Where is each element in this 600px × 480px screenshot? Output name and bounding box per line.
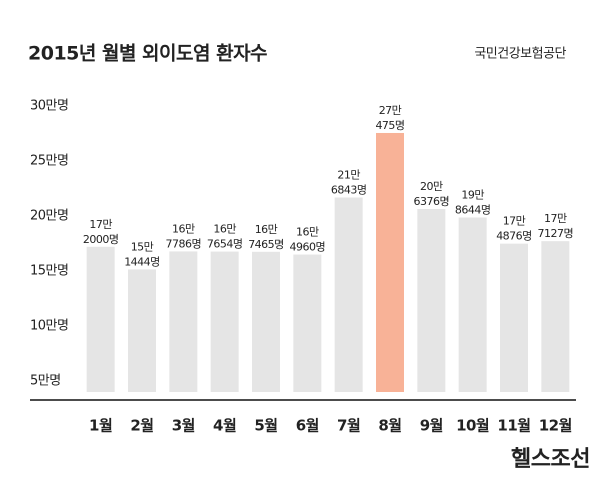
value-label: 16만 — [172, 222, 195, 235]
value-label: 16만 — [296, 226, 319, 239]
value-label: 27만 — [379, 104, 402, 117]
bar — [458, 217, 487, 392]
value-label: 7786명 — [166, 237, 202, 250]
value-label: 15만 — [131, 240, 154, 253]
value-label: 6376명 — [414, 195, 450, 208]
bar — [541, 241, 570, 392]
y-tick-label: 5만명 — [30, 374, 61, 389]
x-tick-label: 4월 — [213, 417, 236, 435]
value-label: 16만 — [255, 223, 278, 236]
value-label: 17만 — [503, 215, 526, 228]
x-tick-label: 2월 — [130, 417, 153, 435]
bar — [252, 251, 280, 392]
x-tick-label: 6월 — [296, 417, 319, 435]
x-tick-label: 7월 — [337, 417, 360, 435]
footer-logo: 헬스조선 — [511, 447, 590, 472]
value-label: 4876명 — [496, 230, 532, 243]
bar — [293, 254, 322, 392]
y-tick-label: 10만명 — [30, 319, 68, 334]
value-label: 8644명 — [455, 203, 491, 216]
value-label: 20만 — [420, 180, 443, 193]
value-label: 475명 — [375, 119, 404, 132]
value-label: 17만 — [544, 212, 567, 225]
value-label: 7127명 — [538, 227, 574, 240]
x-tick-label: 12월 — [539, 417, 572, 435]
value-label: 21만 — [337, 168, 360, 181]
value-label: 2000명 — [83, 233, 119, 246]
x-tick-label: 8월 — [378, 417, 401, 435]
bar — [376, 132, 404, 393]
value-label: 7654명 — [207, 238, 243, 251]
value-label: 4960명 — [290, 241, 326, 254]
source: 국민건강보험공단 — [474, 47, 566, 62]
value-label: 1444명 — [124, 255, 160, 268]
x-tick-label: 9월 — [420, 417, 443, 435]
bar — [500, 243, 528, 392]
value-label: 6843명 — [331, 183, 367, 196]
bar — [334, 197, 363, 392]
y-tick-label: 30만명 — [30, 99, 68, 114]
bar — [417, 208, 446, 392]
bar — [210, 251, 239, 392]
chart-title: 2015년 월별 외이도염 환자수 — [28, 43, 267, 65]
value-label: 19만 — [461, 188, 484, 201]
bar — [86, 246, 115, 392]
x-tick-label: 1월 — [89, 417, 112, 435]
value-label: 16만 — [213, 223, 236, 236]
x-tick-label: 3월 — [172, 417, 195, 435]
x-tick-label: 5월 — [254, 417, 277, 435]
x-tick-label: 10월 — [456, 417, 489, 435]
value-label: 7465명 — [248, 238, 284, 251]
value-label: 17만 — [89, 218, 112, 231]
x-tick-label: 11월 — [497, 417, 530, 435]
bar — [169, 251, 198, 392]
y-tick-label: 25만명 — [30, 154, 68, 169]
y-tick-label: 20만명 — [30, 209, 68, 224]
y-tick-label: 15만명 — [30, 264, 68, 279]
bar — [128, 269, 156, 392]
